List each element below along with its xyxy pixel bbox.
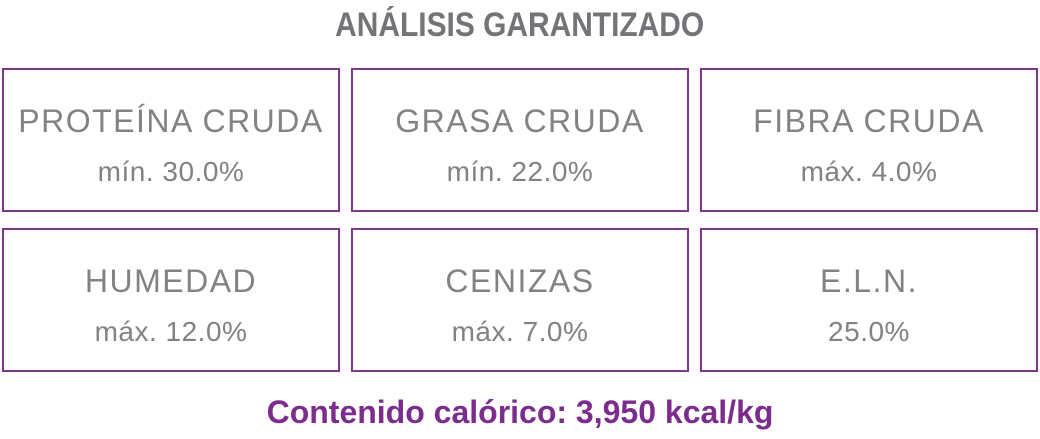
footer-row: Contenido calórico: 3,950 kcal/kg <box>0 394 1040 431</box>
nutrient-value: mín. 22.0% <box>446 155 594 187</box>
nutrient-value: mín. 30.0% <box>97 155 245 187</box>
nutrient-value: máx. 12.0% <box>94 315 248 347</box>
title-row: ANÁLISIS GARANTIZADO <box>0 6 1040 45</box>
nutrient-value: 25.0% <box>828 315 910 347</box>
analysis-cell-cenizas: CENIZAS máx. 7.0% <box>351 228 689 372</box>
nutrient-name: CENIZAS <box>445 262 595 299</box>
analysis-cell-humedad: HUMEDAD máx. 12.0% <box>2 228 340 372</box>
analysis-cell-grasa-cruda: GRASA CRUDA mín. 22.0% <box>351 68 689 212</box>
nutrient-name: PROTEÍNA CRUDA <box>18 102 324 139</box>
nutrient-name: FIBRA CRUDA <box>753 102 985 139</box>
page-title: ANÁLISIS GARANTIZADO <box>335 6 705 44</box>
analysis-cell-eln: E.L.N. 25.0% <box>700 228 1038 372</box>
analysis-cell-fibra-cruda: FIBRA CRUDA máx. 4.0% <box>700 68 1038 212</box>
nutrient-name: GRASA CRUDA <box>395 102 645 139</box>
nutrient-name: E.L.N. <box>820 262 918 299</box>
nutrient-value: máx. 4.0% <box>800 155 938 187</box>
nutrient-value: máx. 7.0% <box>451 315 589 347</box>
caloric-content-line: Contenido calórico: 3,950 kcal/kg <box>266 394 774 430</box>
nutrient-name: HUMEDAD <box>84 262 258 299</box>
analysis-grid: PROTEÍNA CRUDA mín. 30.0% GRASA CRUDA mí… <box>2 68 1038 372</box>
analysis-cell-proteina-cruda: PROTEÍNA CRUDA mín. 30.0% <box>2 68 340 212</box>
